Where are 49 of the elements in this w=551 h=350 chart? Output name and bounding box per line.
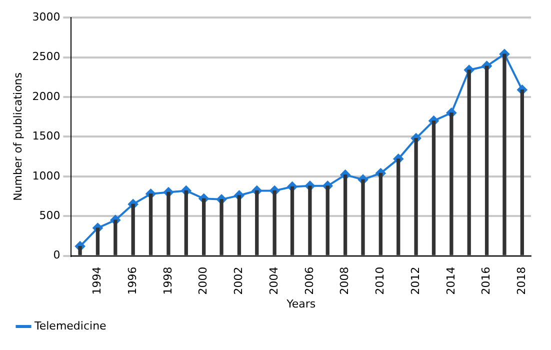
bar: [520, 90, 524, 256]
bar: [290, 186, 294, 256]
bar: [96, 228, 100, 256]
y-axis-title: Number of publications: [11, 72, 24, 201]
bar: [467, 70, 471, 256]
y-tick-label: 0: [53, 248, 60, 262]
bar: [220, 199, 224, 256]
bar: [78, 246, 82, 256]
x-tick-label: 1994: [90, 266, 104, 295]
x-tick-label: 2010: [374, 266, 387, 295]
x-tick-label: 1996: [126, 266, 139, 295]
bar: [432, 120, 436, 256]
x-tick-label: 2002: [232, 266, 246, 295]
bar: [396, 158, 400, 256]
bar: [148, 194, 153, 256]
x-tick-label: 2018: [515, 266, 528, 295]
x-tick-label: 2006: [302, 266, 316, 295]
bar: [361, 179, 365, 256]
bar: [237, 195, 242, 256]
x-tick-label: 2014: [444, 266, 458, 295]
bar: [484, 66, 489, 256]
bar: [502, 54, 506, 256]
bar: [326, 186, 330, 256]
x-tick-label: 2000: [196, 266, 210, 295]
bar: [450, 112, 454, 256]
bar: [414, 138, 418, 256]
y-tick-label: 500: [39, 208, 60, 222]
y-tick-label: 3000: [32, 10, 60, 24]
y-tick-label: 1000: [32, 169, 60, 182]
x-tick-label: 2008: [338, 266, 352, 295]
x-axis-title: Years: [286, 297, 316, 310]
bar: [166, 192, 170, 256]
bar: [308, 186, 312, 256]
bar: [114, 220, 118, 256]
bar: [202, 198, 206, 256]
bar: [184, 190, 188, 256]
x-tick-label: 2004: [267, 266, 280, 295]
y-tick-label: 1500: [32, 130, 60, 143]
bar: [378, 172, 383, 256]
y-tick-label: 2000: [32, 90, 60, 103]
bar: [131, 204, 135, 256]
y-tick-label: 2500: [32, 50, 60, 64]
bar: [255, 190, 259, 256]
x-tick-label: 2012: [408, 266, 422, 295]
bar: [272, 190, 276, 256]
bar: [343, 174, 348, 256]
x-tick-label: 2016: [480, 266, 493, 295]
legend-label: Telemedicine: [34, 319, 107, 332]
x-tick-label: 1998: [161, 266, 174, 295]
